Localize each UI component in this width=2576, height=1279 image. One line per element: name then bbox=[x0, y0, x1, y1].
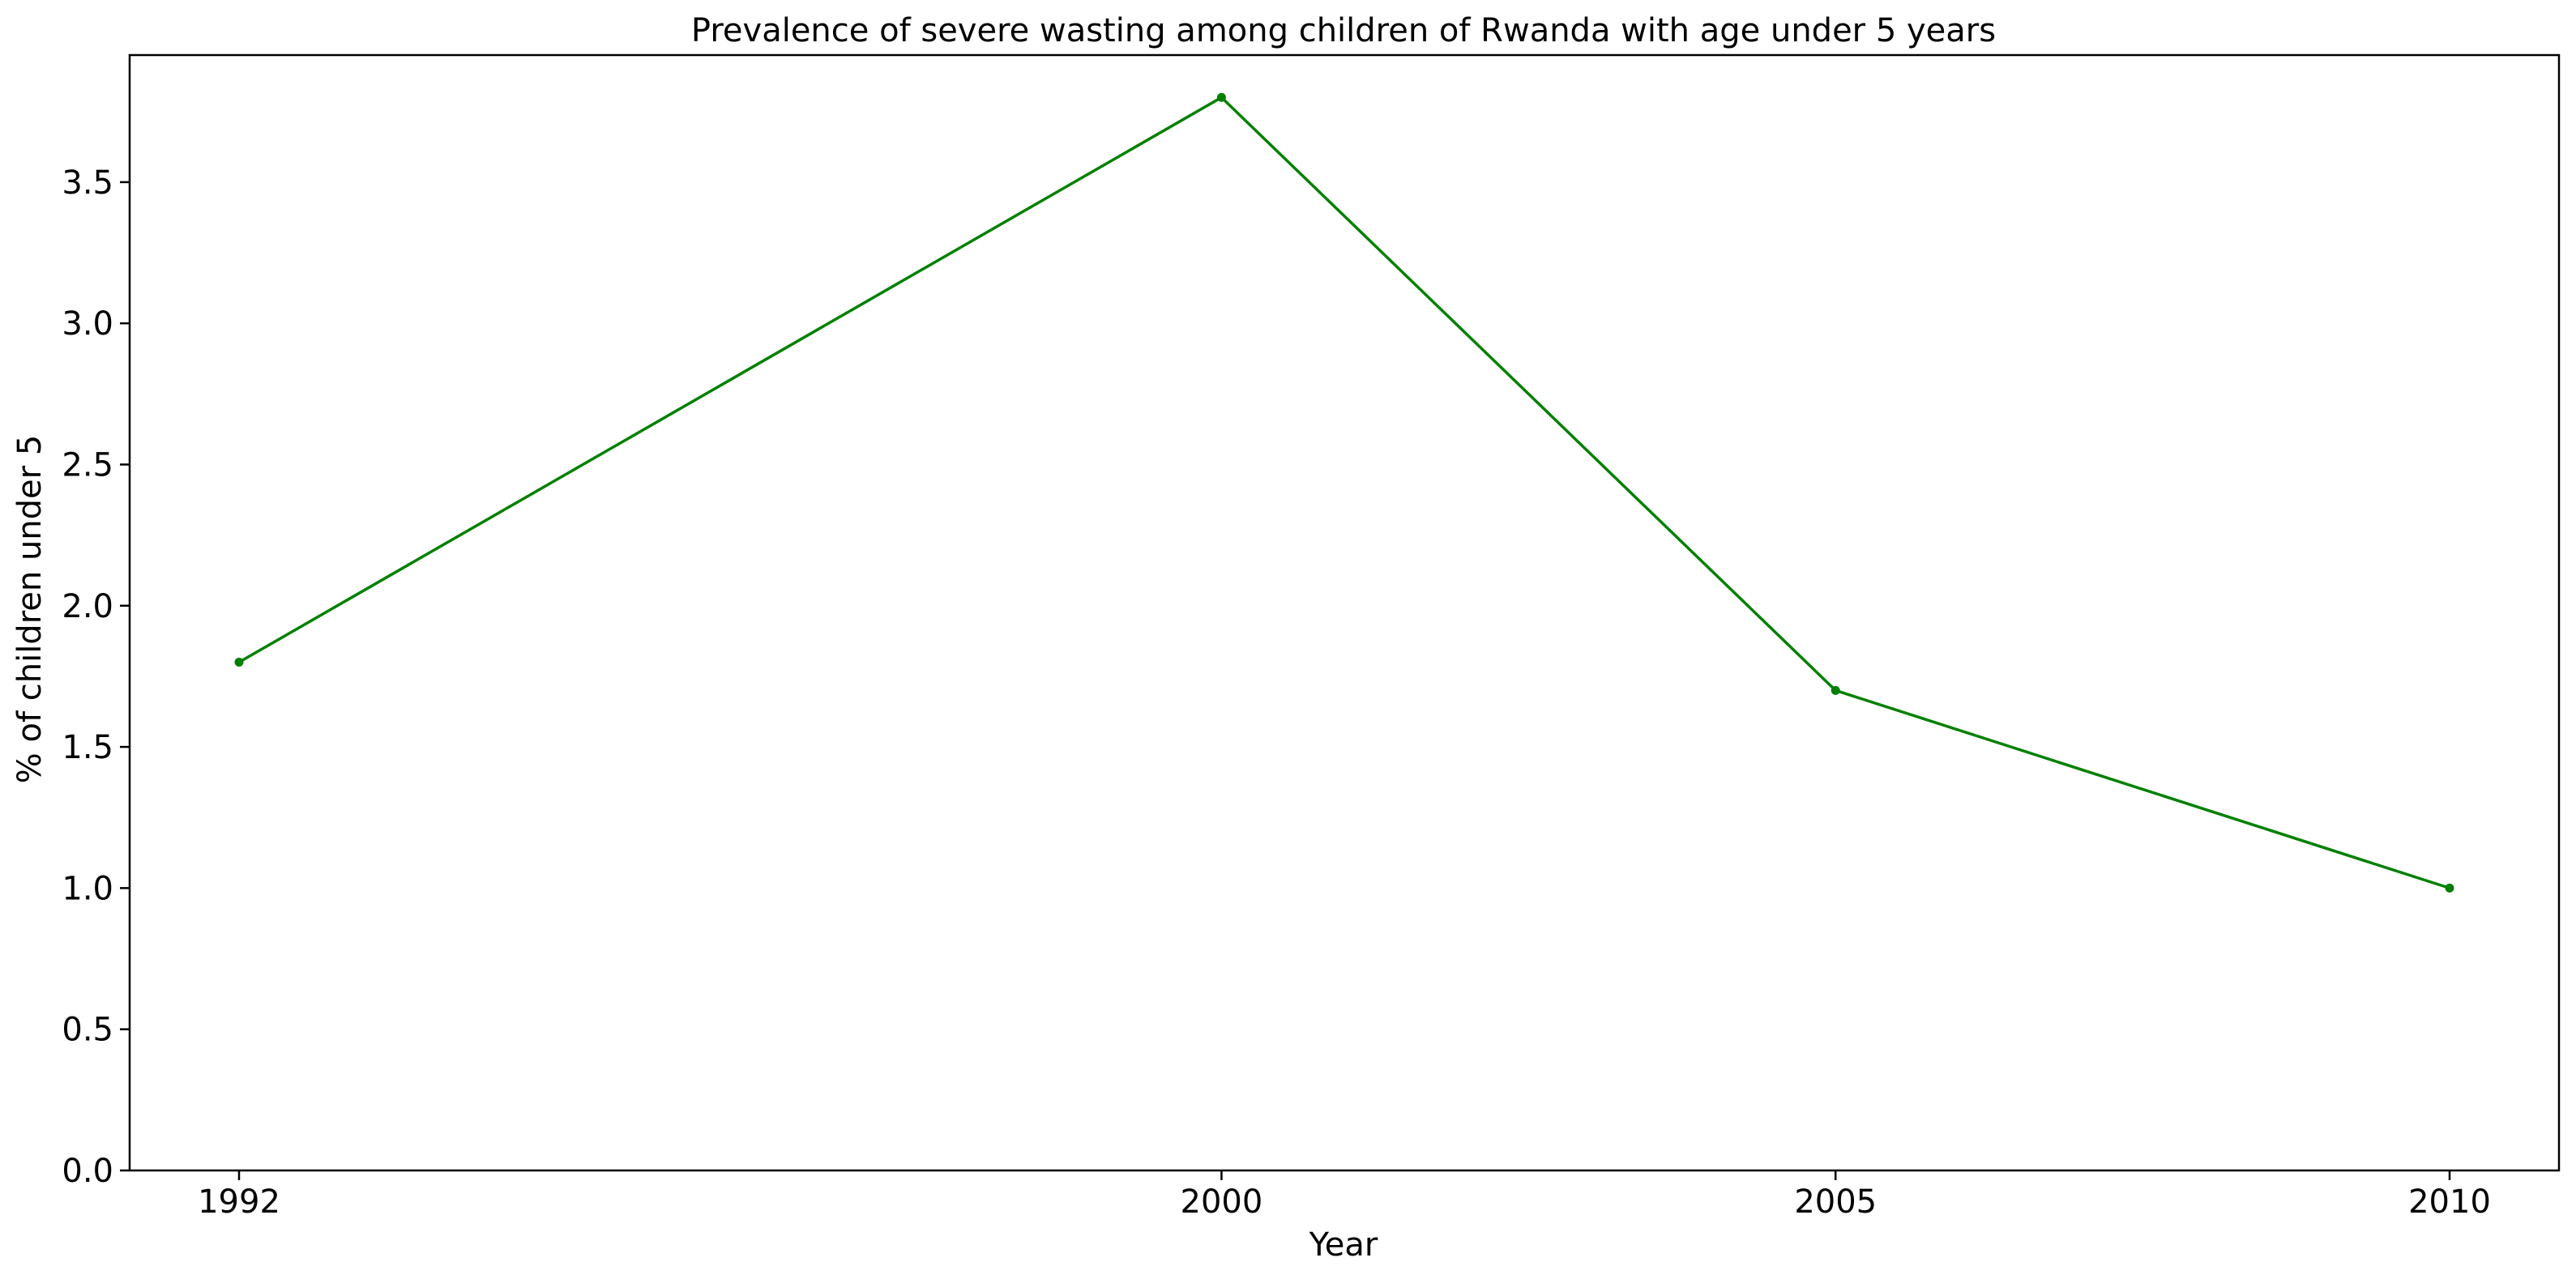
data-point bbox=[1216, 92, 1226, 102]
y-tick-label: 2.0 bbox=[62, 588, 113, 625]
y-tick-label: 1.5 bbox=[62, 729, 113, 766]
y-tick-label: 2.5 bbox=[62, 446, 113, 484]
x-tick-label: 2000 bbox=[1181, 1183, 1263, 1221]
x-axis: 1992 2000 2005 2010 bbox=[198, 1170, 2491, 1221]
y-tick-label: 3.0 bbox=[62, 305, 113, 343]
y-tick-label: 0.0 bbox=[62, 1153, 113, 1190]
plot-area bbox=[234, 92, 2454, 893]
x-axis-label: Year bbox=[1309, 1226, 1378, 1264]
y-tick-label: 1.0 bbox=[62, 870, 113, 907]
x-tick-label: 1992 bbox=[198, 1183, 280, 1221]
data-point bbox=[1831, 685, 1840, 695]
chart-title: Prevalence of severe wasting among child… bbox=[691, 12, 1996, 49]
y-axis: 0.0 0.5 1.0 1.5 2.0 2.5 3.0 3.5 bbox=[62, 164, 130, 1190]
y-tick-label: 3.5 bbox=[62, 164, 113, 202]
y-axis-label: % of children under 5 bbox=[11, 435, 49, 784]
data-point bbox=[2445, 883, 2454, 893]
x-tick-label: 2010 bbox=[2408, 1183, 2491, 1221]
series-line bbox=[238, 96, 2450, 890]
plot-frame bbox=[128, 53, 2561, 1172]
data-point bbox=[234, 658, 244, 667]
y-tick-label: 0.5 bbox=[62, 1012, 113, 1049]
x-tick-label: 2005 bbox=[1794, 1183, 1877, 1221]
